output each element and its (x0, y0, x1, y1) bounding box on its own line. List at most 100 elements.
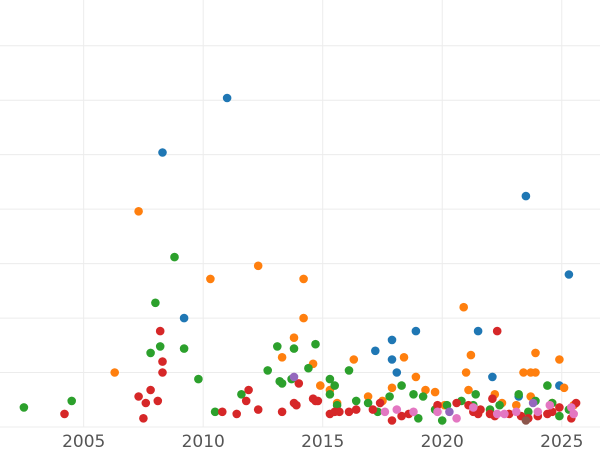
data-point-s3-14 (277, 407, 287, 417)
data-point-s1-20 (461, 368, 471, 377)
data-point-s1-2 (206, 274, 215, 284)
data-point-s6-5 (469, 403, 478, 412)
data-point-s0-1 (222, 93, 232, 103)
x-tick-label-2010: 2010 (182, 432, 225, 450)
data-point-s1-27 (531, 348, 540, 358)
data-point-s6-0 (380, 407, 390, 417)
data-point-s4-2 (528, 398, 538, 408)
data-point-s2-0 (19, 403, 29, 412)
data-point-s2-2 (146, 348, 155, 358)
data-point-s1-9 (316, 381, 325, 390)
data-point-s1-6 (289, 333, 299, 343)
data-point-s1-30 (559, 383, 569, 393)
data-point-s3-5 (153, 396, 163, 406)
data-point-s6-1 (392, 405, 402, 414)
data-point-s2-3 (151, 298, 160, 308)
data-point-s3-11 (241, 396, 251, 406)
data-point-s2-21 (332, 400, 342, 410)
data-point-s3-7 (158, 357, 167, 366)
data-point-s3-16 (292, 400, 301, 410)
data-point-s1-7 (277, 353, 287, 362)
data-point-s4-1 (445, 407, 454, 417)
data-point-s1-13 (387, 383, 397, 393)
data-point-s2-33 (442, 400, 452, 410)
data-point-s3-2 (139, 414, 148, 423)
data-point-s1-35 (512, 400, 521, 410)
data-point-s6-6 (492, 409, 502, 419)
data-point-s2-6 (179, 344, 189, 353)
data-point-s2-32 (437, 416, 447, 425)
data-point-s2-38 (514, 390, 523, 399)
data-point-s1-5 (299, 313, 308, 323)
data-point-s6-2 (409, 407, 418, 417)
data-point-s1-14 (399, 353, 409, 362)
data-point-s3-1 (134, 392, 143, 401)
data-point-s1-34 (430, 387, 440, 397)
data-point-s1-19 (466, 350, 476, 360)
data-point-s2-15 (289, 344, 299, 353)
data-point-s0-11 (564, 270, 574, 279)
data-point-s3-23 (344, 407, 354, 417)
data-point-s0-8 (473, 326, 483, 336)
data-point-s3-12 (244, 385, 253, 395)
data-point-s0-0 (158, 148, 167, 157)
x-tick-label-2020: 2020 (421, 432, 464, 450)
data-point-s2-19 (330, 381, 340, 390)
data-point-s1-29 (555, 355, 564, 364)
data-point-s4-0 (289, 372, 299, 382)
data-point-s2-28 (409, 390, 418, 399)
data-point-s6-4 (452, 414, 461, 423)
data-point-s3-6 (155, 326, 165, 336)
data-point-s2-27 (397, 381, 406, 390)
data-point-s1-24 (519, 368, 528, 377)
data-point-s6-3 (433, 407, 442, 417)
data-point-s1-0 (134, 207, 143, 216)
data-point-s1-15 (411, 372, 421, 382)
data-point-s2-5 (170, 252, 179, 262)
data-point-s3-25 (368, 405, 378, 414)
data-point-s0-9 (488, 372, 497, 382)
data-point-s1-16 (421, 385, 430, 395)
data-point-s5-0 (521, 416, 531, 425)
data-point-s2-10 (263, 366, 273, 375)
data-point-s3-26 (375, 398, 385, 408)
data-point-s2-37 (495, 400, 504, 410)
data-point-s3-39 (492, 326, 502, 336)
data-point-s3-22 (335, 407, 344, 417)
data-point-s3-4 (146, 385, 155, 395)
data-point-s0-10 (521, 191, 531, 201)
data-point-s3-10 (232, 409, 241, 419)
data-point-s1-26 (531, 368, 540, 377)
x-tick-label-2025: 2025 (540, 432, 583, 450)
data-point-s3-8 (158, 368, 167, 377)
data-point-s2-24 (363, 398, 373, 408)
data-point-s2-9 (237, 390, 246, 399)
data-point-s1-11 (349, 355, 359, 364)
data-point-s1-1 (110, 368, 119, 377)
data-point-s2-42 (555, 411, 564, 421)
data-point-s1-21 (464, 385, 473, 395)
x-axis-ticks: 2005 2010 2015 2020 2025 (62, 432, 583, 450)
data-point-s2-4 (155, 342, 165, 351)
data-point-s6-11 (567, 403, 576, 412)
data-point-s0-2 (179, 313, 189, 323)
x-tick-label-2005: 2005 (62, 432, 105, 450)
data-point-s2-29 (418, 392, 428, 401)
data-point-s2-8 (210, 407, 220, 417)
data-point-s3-35 (476, 405, 485, 414)
data-point-s0-3 (387, 335, 397, 345)
data-point-s2-23 (351, 396, 361, 406)
data-point-s3-45 (547, 407, 557, 417)
data-point-s6-10 (545, 400, 555, 410)
data-point-s3-49 (311, 396, 320, 406)
data-point-s2-17 (311, 339, 320, 349)
data-point-s0-4 (411, 326, 421, 336)
data-point-s2-35 (471, 390, 481, 399)
data-point-s2-7 (194, 374, 203, 384)
data-point-s0-5 (371, 346, 380, 356)
data-point-s0-7 (392, 368, 402, 377)
gridlines (0, 0, 600, 428)
data-point-s3-27 (387, 416, 397, 425)
data-point-s2-18 (325, 374, 335, 384)
